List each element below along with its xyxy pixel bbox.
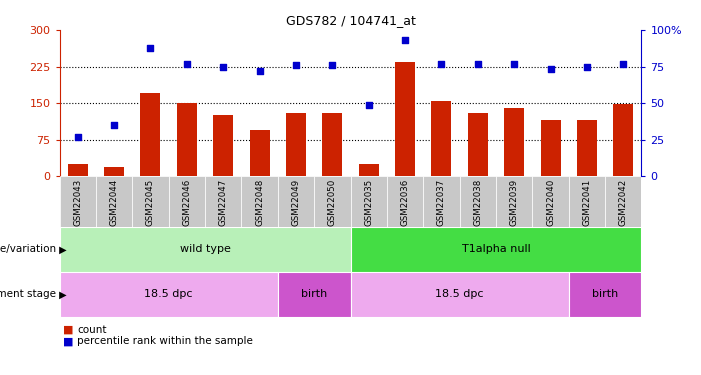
FancyBboxPatch shape	[314, 176, 350, 227]
Point	[508, 61, 519, 67]
Bar	[468, 113, 488, 176]
Text: GSM22046: GSM22046	[182, 179, 191, 226]
Point	[217, 63, 229, 70]
Bar	[504, 108, 524, 176]
FancyBboxPatch shape	[350, 176, 387, 227]
Text: ▶: ▶	[56, 290, 67, 299]
Point	[618, 61, 629, 67]
Text: T1alpha null: T1alpha null	[461, 244, 531, 254]
Bar	[286, 113, 306, 176]
Text: 18.5 dpc: 18.5 dpc	[435, 290, 484, 299]
Bar	[322, 113, 342, 176]
Point	[109, 122, 120, 128]
FancyBboxPatch shape	[169, 176, 205, 227]
FancyBboxPatch shape	[278, 176, 314, 227]
FancyBboxPatch shape	[532, 176, 569, 227]
Text: ■: ■	[63, 325, 74, 335]
FancyBboxPatch shape	[350, 227, 641, 272]
Bar	[540, 120, 561, 176]
FancyBboxPatch shape	[278, 272, 350, 317]
Text: genotype/variation: genotype/variation	[0, 244, 56, 254]
Text: GSM22038: GSM22038	[473, 179, 482, 226]
FancyBboxPatch shape	[387, 176, 423, 227]
Text: GSM22045: GSM22045	[146, 179, 155, 226]
FancyBboxPatch shape	[460, 176, 496, 227]
Text: ■: ■	[63, 336, 74, 346]
Bar	[213, 116, 233, 176]
Point	[581, 63, 592, 70]
FancyBboxPatch shape	[60, 227, 350, 272]
Point	[363, 102, 374, 108]
Point	[290, 62, 301, 68]
Text: GSM22036: GSM22036	[400, 179, 409, 226]
Point	[400, 37, 411, 43]
Point	[545, 66, 556, 72]
Text: GSM22043: GSM22043	[74, 179, 82, 226]
Point	[327, 62, 338, 68]
Bar	[104, 168, 124, 176]
Bar	[140, 93, 161, 176]
FancyBboxPatch shape	[96, 176, 132, 227]
Point	[472, 61, 484, 67]
FancyBboxPatch shape	[241, 176, 278, 227]
Bar	[250, 130, 270, 176]
FancyBboxPatch shape	[569, 176, 605, 227]
FancyBboxPatch shape	[423, 176, 460, 227]
Text: GSM22037: GSM22037	[437, 179, 446, 226]
Text: GSM22041: GSM22041	[583, 179, 592, 226]
Point	[182, 61, 193, 67]
Text: GSM22044: GSM22044	[109, 179, 118, 226]
Text: ▶: ▶	[56, 244, 67, 254]
FancyBboxPatch shape	[60, 272, 278, 317]
Point	[72, 134, 83, 140]
FancyBboxPatch shape	[205, 176, 241, 227]
Text: wild type: wild type	[179, 244, 231, 254]
Text: count: count	[77, 325, 107, 335]
Text: 18.5 dpc: 18.5 dpc	[144, 290, 193, 299]
Text: GSM22050: GSM22050	[328, 179, 336, 226]
Text: GSM22042: GSM22042	[619, 179, 627, 226]
Bar	[577, 120, 597, 176]
Point	[145, 45, 156, 51]
FancyBboxPatch shape	[132, 176, 169, 227]
Point	[254, 68, 265, 74]
Text: birth: birth	[301, 290, 327, 299]
Text: birth: birth	[592, 290, 618, 299]
Text: development stage: development stage	[0, 290, 56, 299]
FancyBboxPatch shape	[569, 272, 641, 317]
Bar	[359, 164, 379, 176]
FancyBboxPatch shape	[350, 272, 569, 317]
FancyBboxPatch shape	[496, 176, 532, 227]
FancyBboxPatch shape	[605, 176, 641, 227]
Title: GDS782 / 104741_at: GDS782 / 104741_at	[285, 15, 416, 27]
FancyBboxPatch shape	[60, 176, 96, 227]
Bar	[431, 101, 451, 176]
Text: GSM22039: GSM22039	[510, 179, 519, 226]
Text: GSM22049: GSM22049	[292, 179, 301, 226]
Text: GSM22047: GSM22047	[219, 179, 228, 226]
Bar	[177, 103, 197, 176]
Point	[436, 61, 447, 67]
Bar	[68, 164, 88, 176]
Text: GSM22048: GSM22048	[255, 179, 264, 226]
Bar	[613, 104, 633, 176]
Bar	[395, 62, 415, 176]
Text: percentile rank within the sample: percentile rank within the sample	[77, 336, 253, 346]
Text: GSM22040: GSM22040	[546, 179, 555, 226]
Text: GSM22035: GSM22035	[365, 179, 373, 226]
